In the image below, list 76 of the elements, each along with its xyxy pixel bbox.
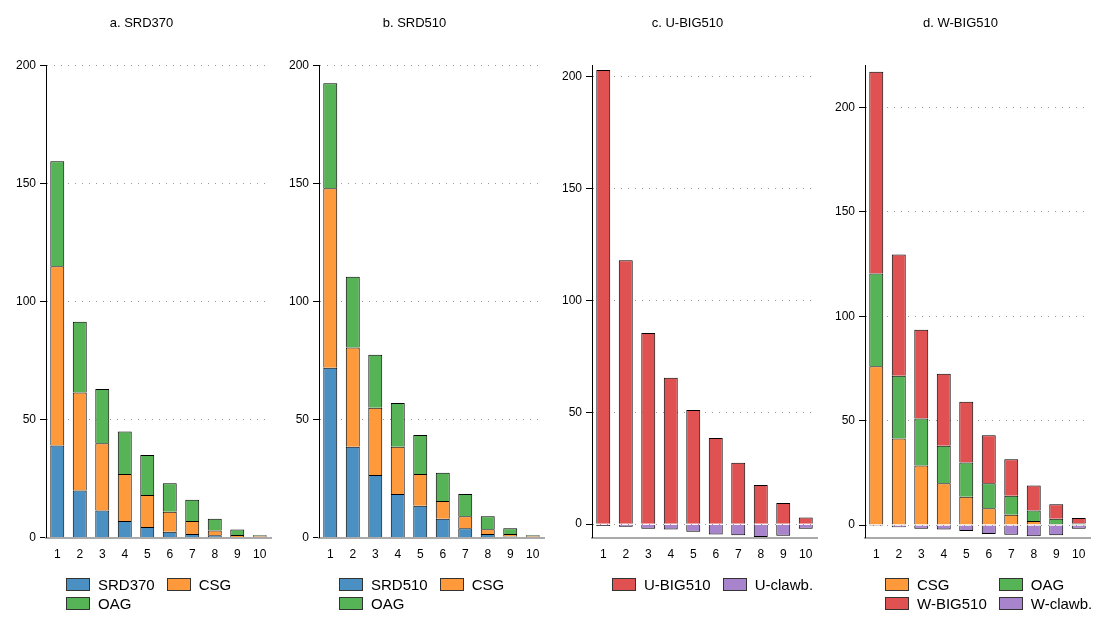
- x-tick-label: 5: [416, 547, 424, 562]
- x-tick-label: 2: [622, 547, 630, 562]
- y-tick-label: 0: [29, 529, 37, 544]
- y-tick-label: 150: [288, 175, 310, 190]
- x-tick-label: 3: [644, 547, 652, 562]
- x-tick-label: 9: [1052, 547, 1060, 562]
- chart-title: b. SRD510: [382, 15, 447, 31]
- legend-label: U-clawb.: [754, 576, 814, 593]
- x-tick-label: 4: [667, 547, 675, 562]
- x-tick-label: 1: [872, 547, 880, 562]
- y-tick-label: 150: [834, 204, 856, 219]
- legend-label: OAG: [1030, 576, 1065, 593]
- x-tick-label: 2: [76, 547, 84, 562]
- y-tick-label: 100: [561, 292, 583, 307]
- x-tick-label: 8: [211, 547, 219, 562]
- y-tick-label: 50: [295, 411, 310, 426]
- y-tick-label: 50: [841, 412, 856, 427]
- x-tick-label: 4: [394, 547, 402, 562]
- x-tick-label: 5: [962, 547, 970, 562]
- x-tick-label: 5: [689, 547, 697, 562]
- x-tick-label: 7: [188, 547, 196, 562]
- legend-label: CSG: [198, 576, 232, 593]
- legend-label: SRD370: [98, 576, 155, 593]
- y-tick-label: 100: [288, 293, 310, 308]
- x-tick-label: 1: [599, 547, 607, 562]
- x-tick-label: 3: [371, 547, 379, 562]
- x-tick-label: 10: [526, 547, 540, 562]
- y-tick-label: 200: [834, 99, 856, 114]
- x-tick-label: 7: [461, 547, 469, 562]
- y-tick-label: 50: [22, 411, 37, 426]
- legend-label: SRD510: [371, 576, 428, 593]
- y-tick-label: 0: [575, 516, 583, 531]
- legend-label: W-clawb.: [1030, 595, 1093, 612]
- x-tick-label: 6: [985, 547, 993, 562]
- y-tick-label: 100: [15, 293, 37, 308]
- x-tick-label: 9: [233, 547, 241, 562]
- x-tick-label: 4: [121, 547, 129, 562]
- y-tick-label: 100: [834, 308, 856, 323]
- x-tick-label: 4: [940, 547, 948, 562]
- legend-label: U-BIG510: [644, 576, 711, 593]
- legend-label: CSG: [917, 576, 950, 593]
- x-tick-label: 9: [506, 547, 514, 562]
- x-tick-label: 6: [439, 547, 447, 562]
- x-tick-label: 6: [166, 547, 174, 562]
- y-tick-label: 150: [561, 180, 583, 195]
- x-tick-label: 3: [98, 547, 106, 562]
- x-tick-label: 10: [1072, 547, 1086, 562]
- x-tick-label: 8: [757, 547, 765, 562]
- chart-title: c. U-BIG510: [651, 15, 724, 31]
- chart-title: a. SRD370: [109, 15, 174, 31]
- legend-label: W-BIG510: [917, 595, 987, 612]
- y-tick-label: 200: [15, 57, 37, 72]
- x-tick-label: 3: [917, 547, 925, 562]
- x-tick-label: 1: [53, 547, 61, 562]
- x-tick-label: 7: [734, 547, 742, 562]
- x-tick-label: 2: [895, 547, 903, 562]
- legend-label: OAG: [371, 595, 405, 612]
- legend-label: CSG: [471, 576, 505, 593]
- x-tick-label: 8: [1030, 547, 1038, 562]
- chart-title: d. W-BIG510: [923, 15, 998, 31]
- y-tick-label: 200: [561, 69, 583, 84]
- x-tick-label: 2: [349, 547, 357, 562]
- x-tick-label: 7: [1007, 547, 1015, 562]
- x-tick-label: 8: [484, 547, 492, 562]
- legend-label: OAG: [98, 595, 132, 612]
- x-tick-label: 10: [253, 547, 267, 562]
- y-tick-label: 0: [302, 529, 310, 544]
- x-tick-label: 1: [326, 547, 334, 562]
- x-tick-label: 6: [712, 547, 720, 562]
- y-tick-label: 200: [288, 57, 310, 72]
- y-tick-label: 50: [568, 404, 583, 419]
- x-tick-label: 10: [799, 547, 813, 562]
- x-tick-label: 9: [779, 547, 787, 562]
- y-tick-label: 0: [848, 517, 856, 532]
- y-tick-label: 150: [15, 175, 37, 190]
- x-tick-label: 5: [143, 547, 151, 562]
